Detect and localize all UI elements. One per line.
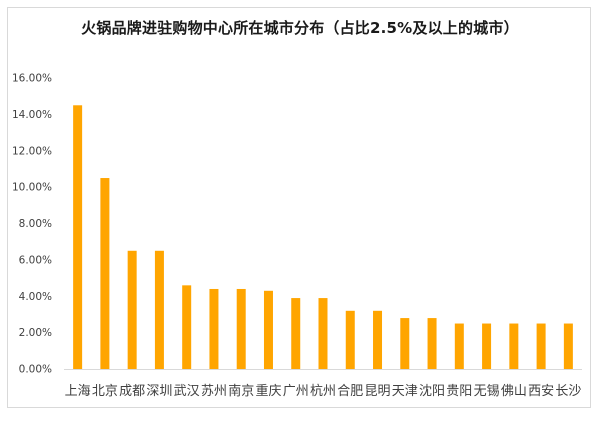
chart-title: 火锅品牌进驻购物中心所在城市分布（占比2.5%及以上的城市）	[81, 19, 519, 37]
bar-16	[509, 323, 519, 369]
x-category-label: 重庆	[255, 383, 281, 399]
x-category-label: 成都	[119, 384, 145, 399]
x-category-label: 天津	[392, 384, 418, 399]
bar-4	[182, 285, 192, 369]
x-category-label: 无锡	[474, 384, 500, 399]
bar-7	[263, 290, 273, 369]
x-category-label: 苏州	[201, 383, 227, 399]
y-tick-label: 16.00%	[12, 73, 52, 85]
y-tick-label: 14.00%	[12, 109, 52, 121]
bar-12	[400, 318, 410, 369]
bar-14	[454, 323, 464, 369]
bar-8	[291, 298, 301, 369]
y-tick-label: 0.00%	[19, 364, 52, 376]
bar-18	[563, 323, 573, 369]
bar-15	[482, 323, 492, 369]
bar-9	[318, 298, 328, 369]
x-category-label: 上海	[65, 384, 91, 399]
y-tick-label: 6.00%	[19, 254, 52, 266]
bar-2	[127, 250, 137, 369]
x-category-label: 深圳	[146, 384, 172, 399]
x-category-label: 贵阳	[446, 384, 472, 399]
x-category-label: 昆明	[365, 384, 391, 399]
y-tick-label: 2.00%	[19, 327, 52, 339]
y-tick-label: 10.00%	[12, 182, 52, 194]
x-category-label: 杭州	[310, 384, 336, 399]
x-category-label: 长沙	[555, 384, 581, 399]
bar-1	[100, 178, 110, 369]
x-category-label: 南京	[228, 383, 254, 399]
bar-11	[373, 310, 383, 369]
bar-3	[154, 250, 164, 369]
x-category-label: 武汉	[174, 384, 200, 399]
bar-0	[73, 105, 83, 369]
bar-17	[536, 323, 546, 369]
x-category-label: 西安	[528, 384, 554, 399]
y-tick-label: 4.00%	[19, 291, 52, 303]
y-tick-label: 8.00%	[19, 218, 52, 230]
bar-5	[209, 288, 219, 369]
y-tick-label: 12.00%	[12, 145, 52, 157]
x-category-label: 合肥	[337, 384, 363, 399]
x-category-label: 广州	[283, 384, 309, 399]
x-category-label: 沈阳	[419, 384, 445, 399]
x-category-label: 佛山	[501, 384, 527, 399]
bar-10	[345, 310, 355, 369]
bar-13	[427, 318, 437, 369]
bar-6	[236, 288, 246, 369]
x-category-label: 北京	[92, 384, 118, 399]
